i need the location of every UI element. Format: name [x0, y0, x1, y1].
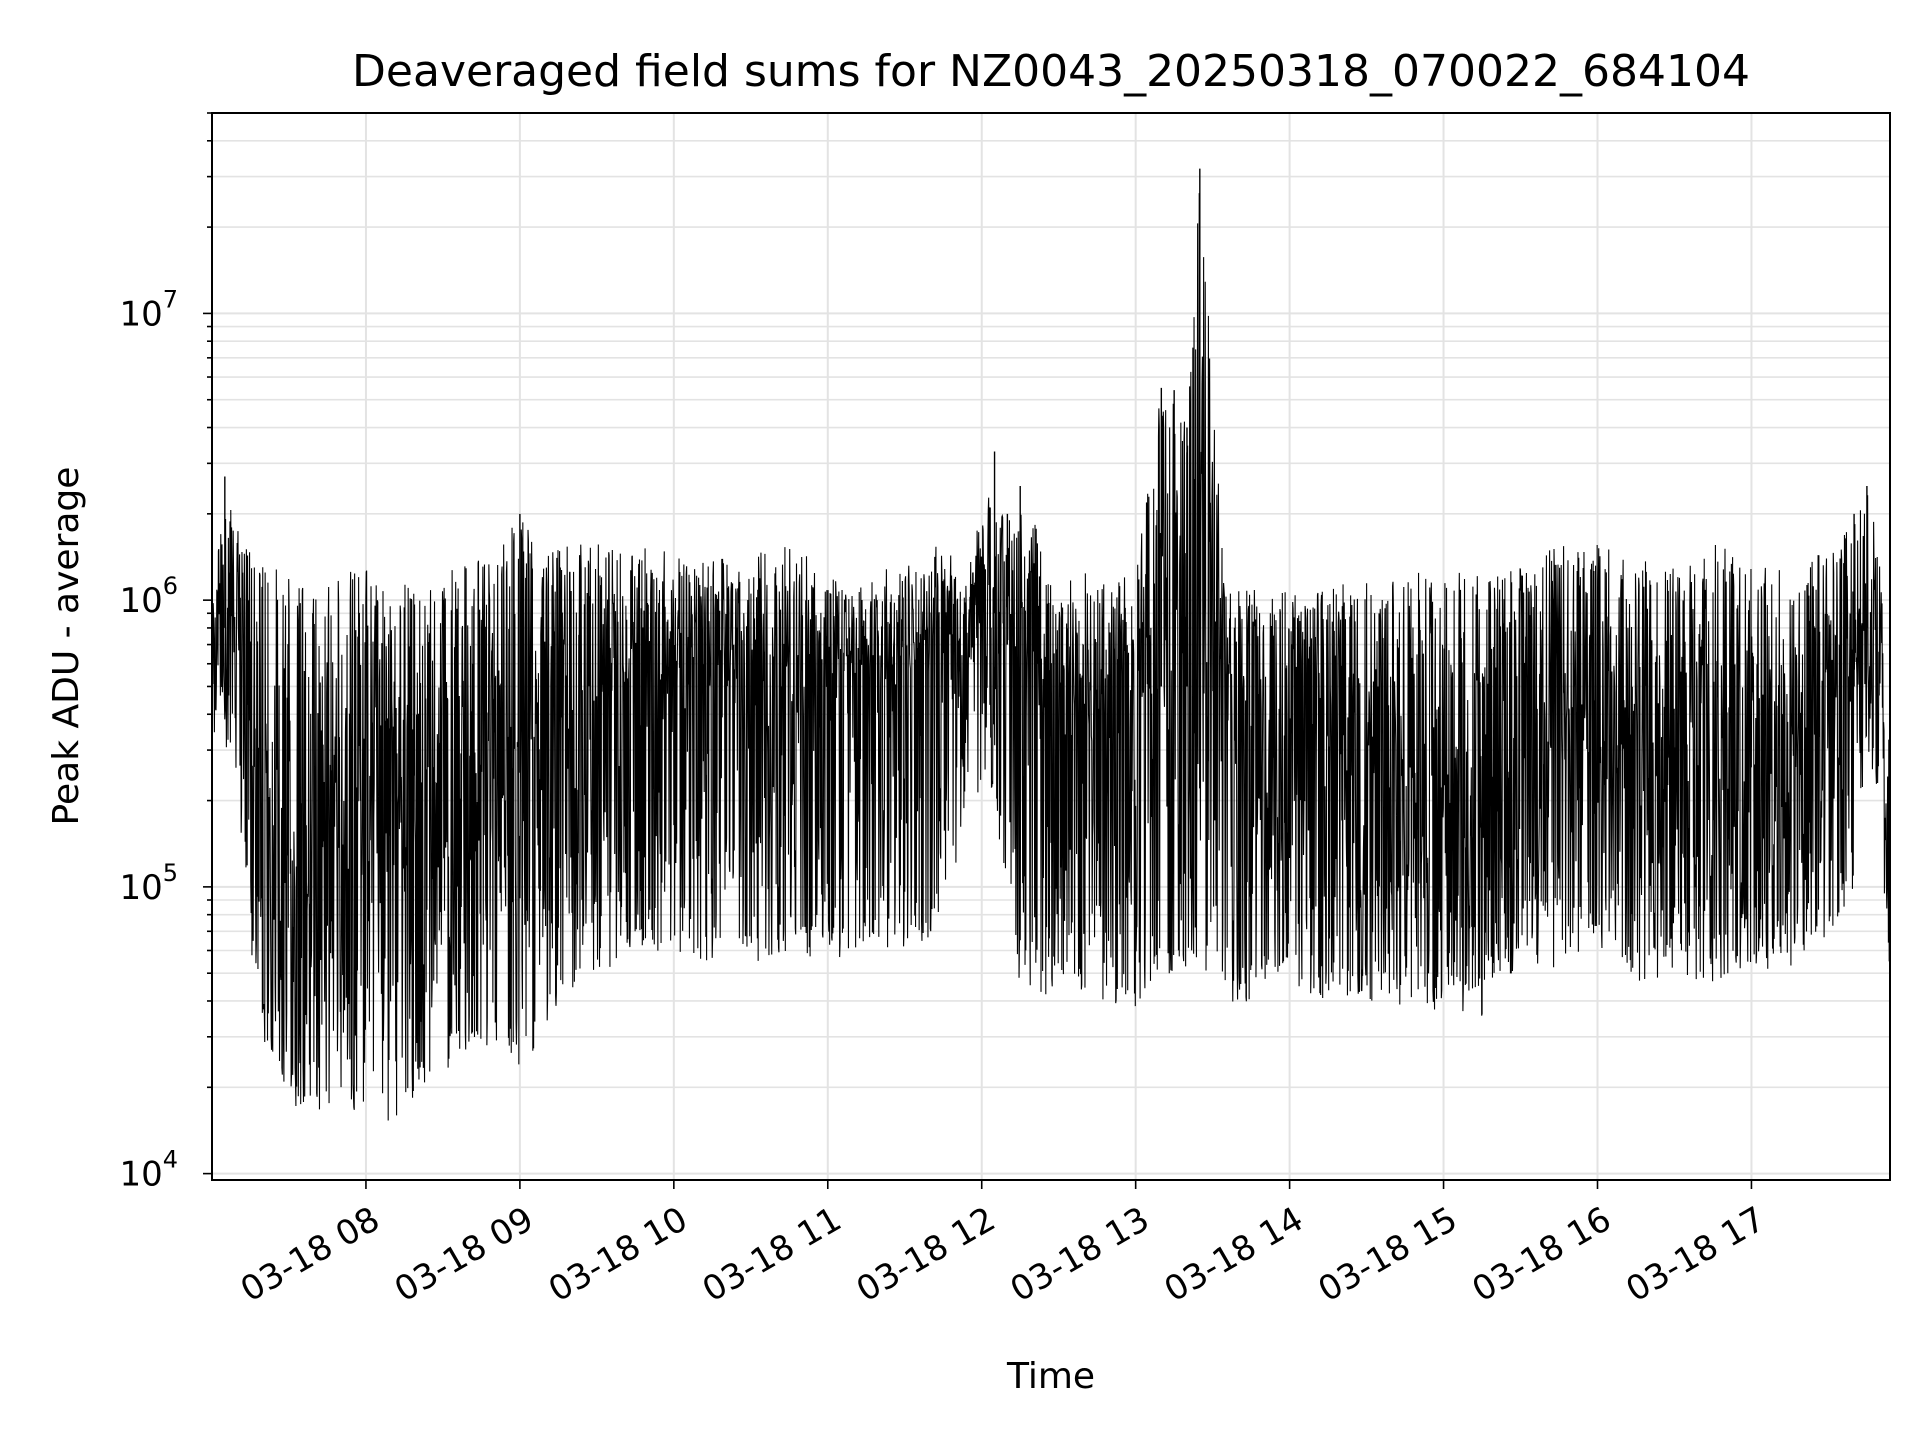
series-line [211, 193, 1891, 1121]
y-tick-label: 106 [119, 572, 178, 621]
y-tick-base: 10 [119, 1155, 162, 1195]
data-series [211, 168, 1891, 1121]
y-tick-exponent: 5 [163, 859, 178, 887]
y-tick-base: 10 [119, 294, 162, 334]
y-tick-exponent: 6 [163, 572, 178, 600]
y-tick-label: 104 [119, 1146, 178, 1195]
y-tick-exponent: 4 [163, 1146, 178, 1174]
y-tick-label: 105 [119, 859, 178, 908]
y-tick-base: 10 [119, 581, 162, 621]
y-tick-exponent: 7 [163, 285, 178, 313]
y-tick-label: 107 [119, 285, 178, 334]
y-axis-label: Peak ADU - average [46, 467, 87, 826]
plot-frame [211, 112, 1891, 1181]
y-tick-base: 10 [119, 868, 162, 908]
chart-title: Deaveraged field sums for NZ0043_2025031… [352, 46, 1750, 97]
x-axis-label: Time [1006, 1356, 1095, 1397]
